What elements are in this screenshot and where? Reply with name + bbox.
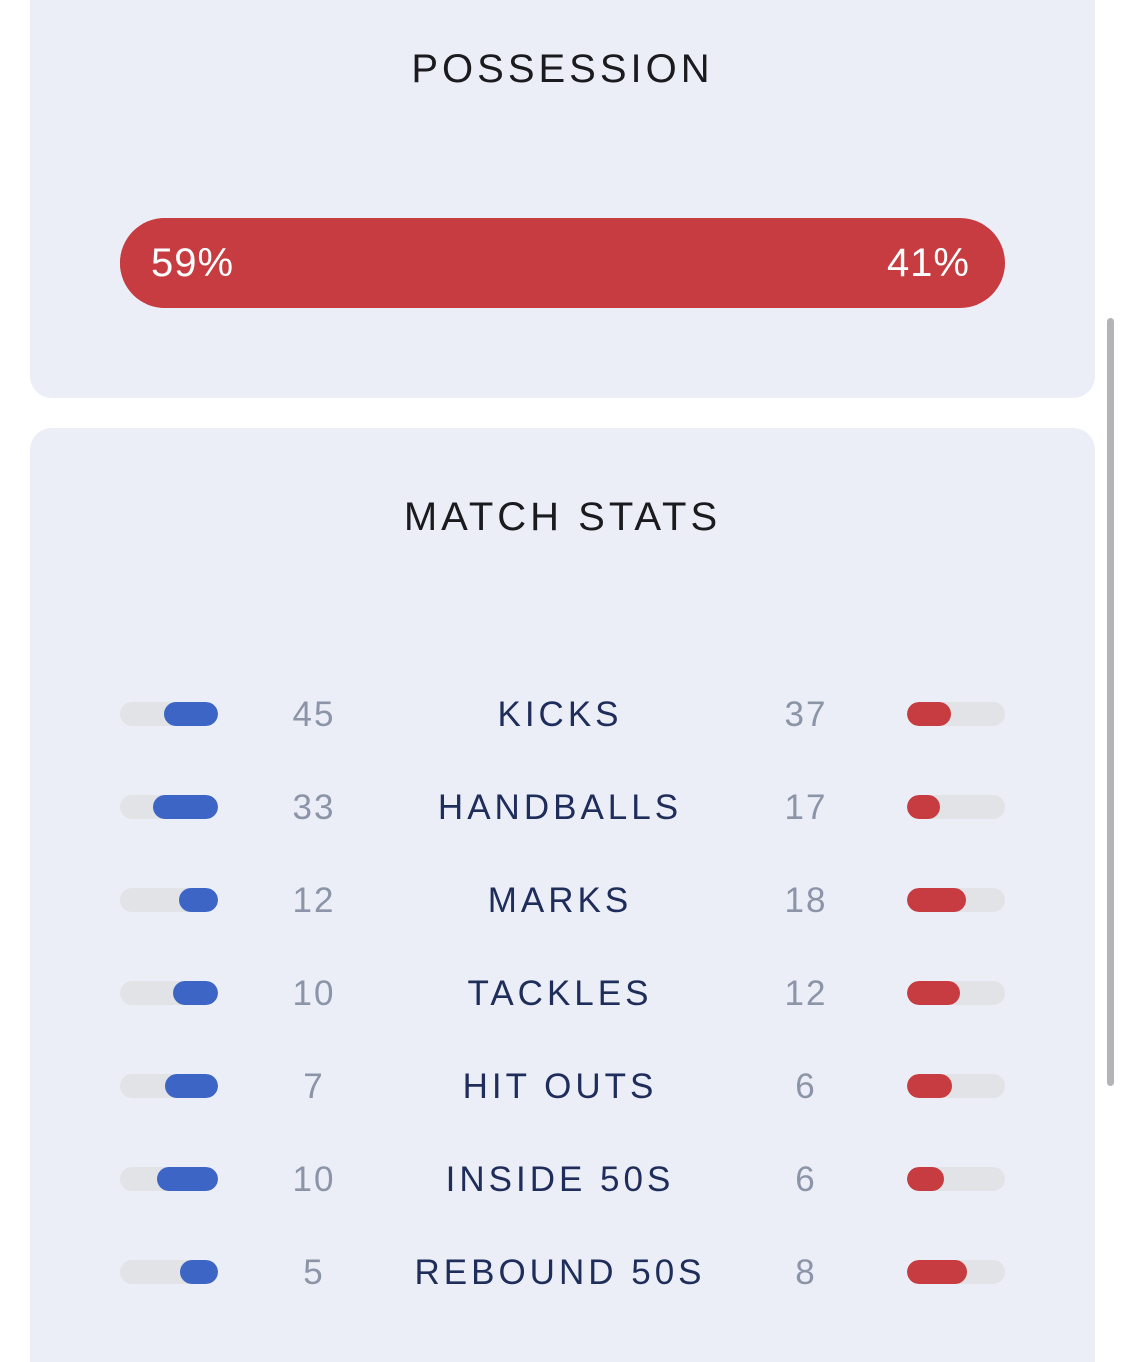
home-stat-bar (120, 981, 218, 1005)
stat-row: 10 INSIDE 50S 6 (30, 1133, 1095, 1226)
away-stat-bar (907, 1074, 1005, 1098)
match-stats-title: MATCH STATS (403, 495, 722, 539)
stat-label: KICKS (497, 695, 623, 734)
home-stat-bar (120, 1260, 218, 1284)
home-stat-bar-fill (153, 795, 218, 819)
stat-label: REBOUND 50S (414, 1253, 706, 1292)
away-stat-bar-fill (907, 795, 941, 819)
scrollbar[interactable] (1107, 318, 1114, 1086)
home-stat-value: 10 (292, 974, 336, 1013)
away-stat-bar-fill (907, 888, 966, 912)
home-stat-value: 45 (292, 695, 336, 734)
away-stat-value: 6 (795, 1067, 817, 1106)
away-stat-value: 6 (795, 1160, 817, 1199)
stat-row: 10 TACKLES 12 (30, 947, 1095, 1040)
away-stat-value: 12 (784, 974, 828, 1013)
stat-row: 45 KICKS 37 (30, 668, 1095, 761)
stat-rows: 45 KICKS 37 33 HANDBALLS 17 12 MARKS 18 … (30, 668, 1095, 1319)
home-stat-bar (120, 795, 218, 819)
possession-bar: 59% 41% (120, 218, 1005, 308)
away-stat-value: 17 (784, 788, 828, 827)
stat-label: INSIDE 50S (445, 1160, 675, 1199)
away-stat-value: 18 (784, 881, 828, 920)
home-stat-bar (120, 1167, 218, 1191)
away-stat-bar (907, 888, 1005, 912)
possession-home-fill (120, 218, 643, 308)
home-stat-bar-fill (164, 702, 218, 726)
away-stat-bar (907, 702, 1005, 726)
home-stat-value: 5 (303, 1253, 325, 1292)
away-stat-bar (907, 1260, 1005, 1284)
stat-row: 5 REBOUND 50S 8 (30, 1226, 1095, 1319)
away-stat-value: 37 (784, 695, 828, 734)
home-stat-bar (120, 1074, 218, 1098)
home-stat-value: 12 (292, 881, 336, 920)
home-stat-bar (120, 888, 218, 912)
stat-row: 12 MARKS 18 (30, 854, 1095, 947)
away-stat-bar (907, 795, 1005, 819)
stat-row: 7 HIT OUTS 6 (30, 1040, 1095, 1133)
possession-title: POSSESSION (411, 47, 714, 91)
possession-away-percent: 41% (886, 241, 970, 285)
home-stat-value: 10 (292, 1160, 336, 1199)
home-stat-value: 7 (303, 1067, 325, 1106)
match-stats-card: MATCH STATS 45 KICKS 37 33 HANDBALLS 17 … (30, 428, 1095, 1362)
home-stat-bar-fill (156, 1167, 218, 1191)
away-stat-bar (907, 1167, 1005, 1191)
home-stat-value: 33 (292, 788, 336, 827)
home-stat-bar-fill (165, 1074, 218, 1098)
home-stat-bar-fill (180, 1260, 218, 1284)
possession-card: POSSESSION 59% 41% (30, 0, 1095, 398)
stat-row: 33 HANDBALLS 17 (30, 761, 1095, 854)
away-stat-bar-fill (907, 1260, 968, 1284)
away-stat-bar-fill (907, 1167, 944, 1191)
stat-label: HANDBALLS (437, 788, 683, 827)
stat-label: MARKS (487, 881, 633, 920)
home-stat-bar-fill (173, 981, 218, 1005)
stat-label: HIT OUTS (462, 1067, 658, 1106)
possession-home-percent: 59% (151, 241, 235, 285)
stat-label: TACKLES (467, 974, 653, 1013)
away-stat-bar-fill (907, 702, 952, 726)
home-stat-bar (120, 702, 218, 726)
away-stat-bar-fill (907, 981, 961, 1005)
away-stat-bar-fill (907, 1074, 953, 1098)
away-stat-value: 8 (795, 1253, 817, 1292)
away-stat-bar (907, 981, 1005, 1005)
home-stat-bar-fill (178, 888, 218, 912)
